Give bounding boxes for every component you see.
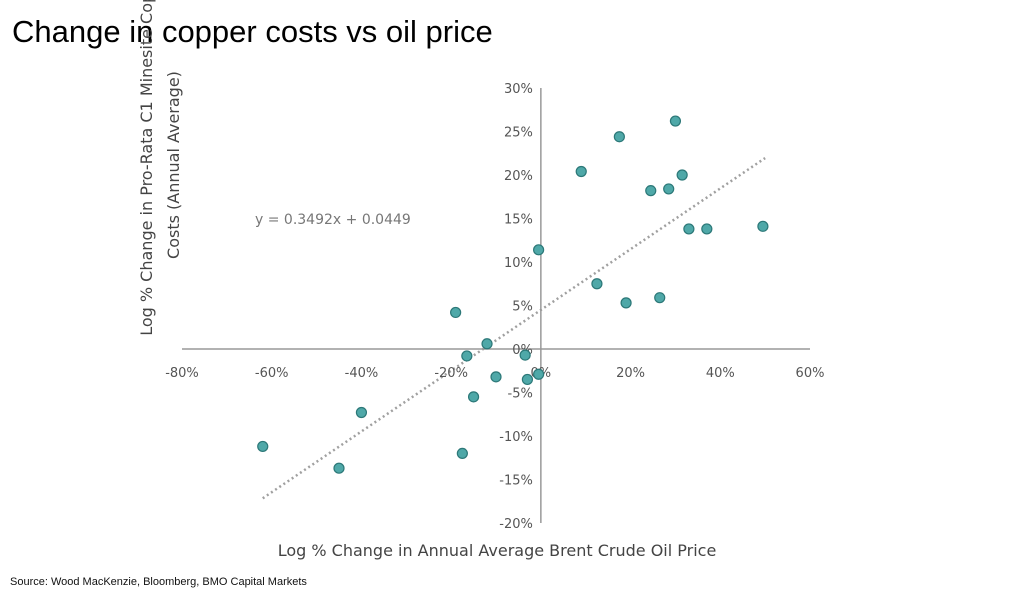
trendline (262, 157, 766, 500)
y-tick-label: 5% (512, 300, 533, 315)
data-point (683, 223, 695, 235)
data-point (467, 391, 480, 403)
x-tick-label: 60% (796, 366, 825, 381)
x-tick-label: 20% (616, 366, 645, 381)
data-point (355, 406, 368, 419)
x-tick-label: -60% (255, 366, 289, 381)
data-point (533, 244, 545, 256)
data-point (533, 368, 545, 380)
y-tick-label: 30% (504, 82, 533, 97)
data-point (490, 371, 502, 383)
data-point (757, 220, 769, 232)
data-point (450, 306, 462, 319)
y-tick-label: -20% (499, 517, 533, 532)
y-axis-title-line-2: Costs (Annual Average) (164, 71, 183, 259)
x-tick-label: -40% (345, 366, 379, 381)
y-tick-label: 15% (504, 213, 533, 228)
data-point (481, 338, 493, 350)
data-point (333, 462, 345, 474)
y-tick-label: 20% (504, 169, 533, 184)
data-point (654, 292, 666, 304)
trendline-equation: y = 0.3492x + 0.0449 (255, 212, 411, 228)
data-point (613, 131, 625, 143)
trendline-layer (262, 157, 766, 500)
source-note: Source: Wood MacKenzie, Bloomberg, BMO C… (10, 576, 307, 588)
x-axis-title: Log % Change in Annual Average Brent Cru… (278, 541, 717, 560)
data-point (575, 165, 587, 178)
data-point (519, 349, 531, 361)
page-title: Change in copper costs vs oil price (12, 14, 493, 49)
y-tick-label: -15% (499, 474, 533, 489)
y-axis-title-line-1: Log % Change in Pro-Rata C1 Minesite Cop… (137, 0, 156, 336)
y-tick-label: 10% (504, 256, 533, 271)
data-point (521, 373, 534, 386)
data-point (620, 297, 632, 309)
y-tick-label: 25% (504, 126, 533, 141)
data-point (591, 278, 603, 290)
data-point (676, 169, 688, 181)
axes (182, 88, 810, 523)
x-tick-label: -20% (434, 366, 468, 381)
data-points (257, 115, 769, 474)
data-point (663, 183, 675, 195)
data-point (257, 440, 269, 453)
data-point (701, 223, 713, 235)
data-point (669, 115, 682, 127)
data-point (461, 350, 473, 362)
y-tick-label: -10% (499, 430, 533, 445)
x-tick-label: -80% (165, 366, 199, 381)
x-tick-label: 40% (706, 366, 735, 381)
data-point (645, 185, 657, 197)
y-tick-label: -5% (508, 387, 533, 402)
data-point (456, 447, 468, 459)
tick-labels: -80%-60%-40%-20%0%20%40%60%-20%-15%-10%-… (165, 82, 824, 532)
